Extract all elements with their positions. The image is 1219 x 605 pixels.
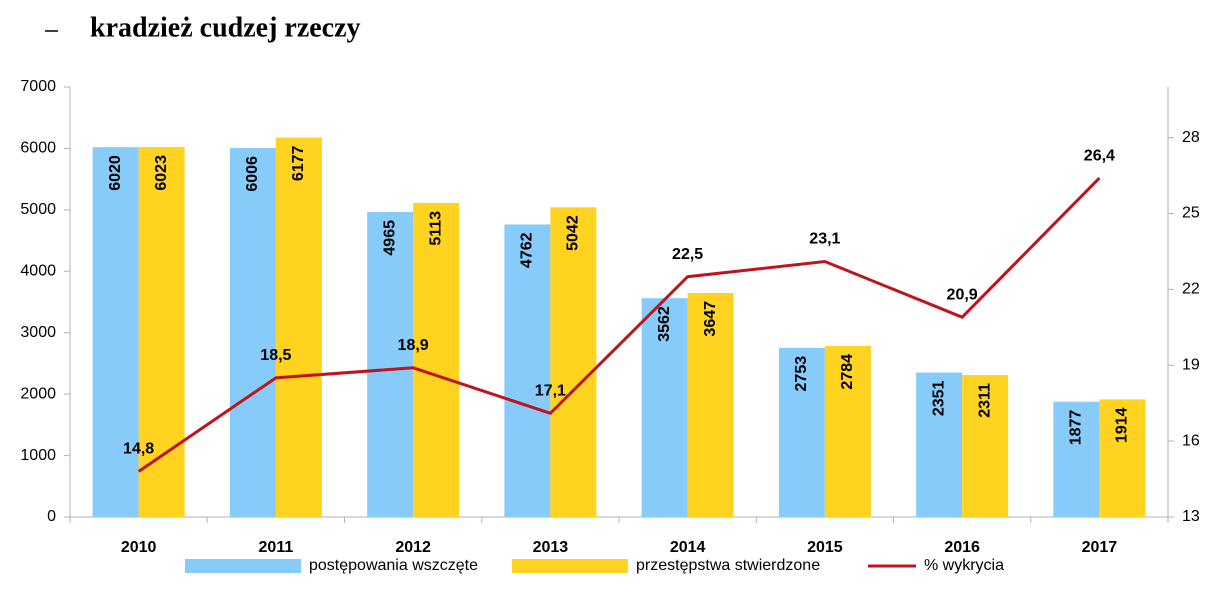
bar-value-label: 4762 <box>519 232 536 268</box>
line-value-label: 22,5 <box>672 246 703 263</box>
chart-title: kradzież cudzej rzeczy <box>90 12 361 43</box>
bar <box>367 212 414 517</box>
bar-value-label: 1914 <box>1114 407 1131 443</box>
line <box>137 177 1101 473</box>
legend-label: przestępstwa stwierdzone <box>636 557 820 574</box>
y-tick-label: 7000 <box>20 78 56 95</box>
legend-swatch <box>512 559 628 573</box>
x-tick-label: 2013 <box>533 539 569 556</box>
bar <box>413 202 460 517</box>
bar-value-label: 3562 <box>656 306 673 342</box>
bar <box>778 347 825 517</box>
bar-value-label: 3647 <box>702 301 719 337</box>
y2-tick-label: 28 <box>1182 129 1200 146</box>
bar-value-label: 2753 <box>793 356 810 392</box>
x-tick-label: 2016 <box>944 539 980 556</box>
bar <box>550 207 597 517</box>
y-tick-label: 6000 <box>20 140 56 157</box>
y-tick-label: 0 <box>47 508 56 525</box>
y2-tick-label: 22 <box>1182 281 1200 298</box>
legend-swatch <box>185 559 301 573</box>
y-tick-label: 1000 <box>20 447 56 464</box>
bar <box>962 375 1009 517</box>
bar-value-label: 6023 <box>153 155 170 191</box>
bar <box>92 147 139 517</box>
y2-tick-label: 19 <box>1182 356 1200 373</box>
bar-value-label: 2311 <box>976 383 993 418</box>
y2-tick-label: 13 <box>1182 508 1200 525</box>
y2-tick-label: 25 <box>1182 205 1200 222</box>
y-tick-label: 5000 <box>20 201 56 218</box>
x-tick-label: 2017 <box>1082 539 1118 556</box>
bar-value-label: 5042 <box>565 215 582 251</box>
bar <box>687 292 734 517</box>
bar-value-label: 2351 <box>930 380 947 416</box>
x-tick-label: 2011 <box>259 539 294 556</box>
bar-value-label: 6020 <box>107 155 124 191</box>
bar <box>1053 401 1100 517</box>
y-tick-label: 3000 <box>20 324 56 341</box>
legend-label: % wykrycia <box>924 557 1004 574</box>
line-value-label: 14,8 <box>123 441 154 458</box>
y2-tick-label: 16 <box>1182 432 1200 449</box>
bar <box>1099 399 1146 517</box>
bar <box>138 147 185 517</box>
bar-value-label: 5113 <box>427 211 444 246</box>
bar <box>275 137 322 517</box>
line-value-label: 17,1 <box>535 383 566 400</box>
bar-value-label: 6006 <box>244 156 261 192</box>
bar-value-label: 6177 <box>290 145 307 181</box>
line-value-label: 23,1 <box>809 231 840 248</box>
y-tick-label: 2000 <box>20 385 56 402</box>
x-tick-label: 2015 <box>807 539 843 556</box>
line-value-label: 26,4 <box>1084 147 1115 164</box>
x-tick-label: 2014 <box>670 539 706 556</box>
bar <box>916 372 963 517</box>
legend-label: postępowania wszczęte <box>309 557 478 574</box>
bar <box>229 148 276 517</box>
x-tick-label: 2012 <box>395 539 431 556</box>
bar-value-label: 4965 <box>381 220 398 256</box>
bar <box>641 298 688 517</box>
x-tick-label: 2010 <box>121 539 157 556</box>
bar-value-label: 1877 <box>1068 410 1085 446</box>
line-value-label: 18,9 <box>398 337 429 354</box>
line-value-label: 20,9 <box>947 286 978 303</box>
line-value-label: 18,5 <box>260 347 291 364</box>
bar <box>824 345 871 517</box>
bar <box>504 224 551 517</box>
y-tick-label: 4000 <box>20 263 56 280</box>
bar-value-label: 2784 <box>839 354 856 390</box>
